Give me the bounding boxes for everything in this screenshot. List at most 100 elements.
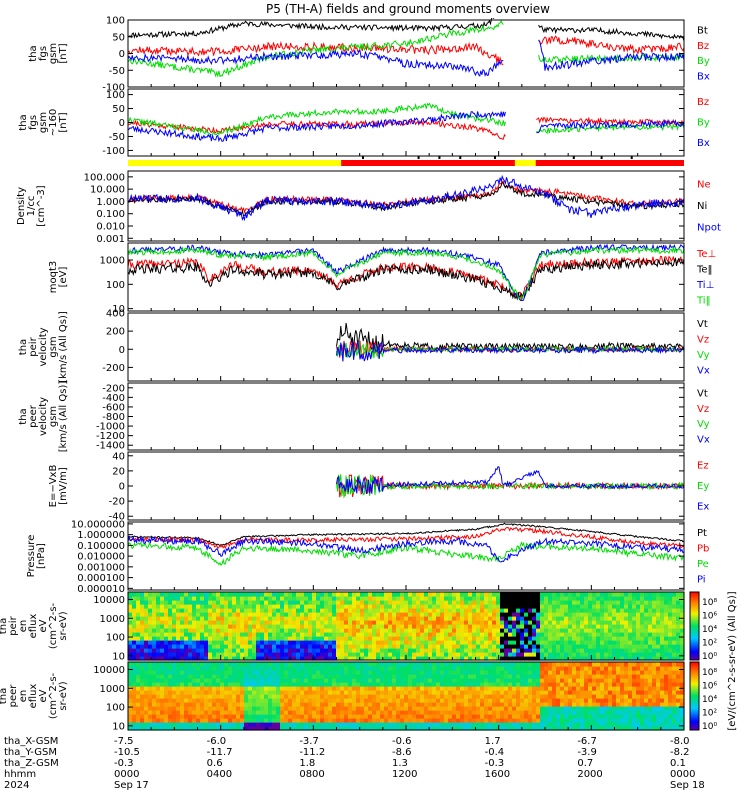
- heat-cell: [336, 706, 341, 711]
- heat-cell: [628, 652, 633, 657]
- heat-cell: [316, 690, 321, 695]
- heat-cell: [296, 682, 301, 687]
- heat-cell: [560, 706, 565, 711]
- heat-cell: [320, 674, 325, 679]
- heat-cell: [652, 596, 657, 601]
- heat-cell: [284, 674, 289, 679]
- heat-cell: [656, 652, 661, 657]
- heat-cell: [180, 652, 185, 657]
- heat-cell: [188, 694, 193, 699]
- heat-cell: [408, 640, 413, 645]
- heat-cell: [560, 682, 565, 687]
- heat-cell: [464, 600, 469, 605]
- heat-cell: [480, 714, 485, 719]
- heat-cell: [468, 694, 473, 699]
- heat-cell: [552, 722, 557, 727]
- heat-cell: [348, 604, 353, 609]
- heat-cell: [168, 608, 173, 613]
- heat-cell: [488, 706, 493, 711]
- heat-cell: [520, 674, 525, 679]
- heat-cell: [580, 620, 585, 625]
- heat-cell: [356, 624, 361, 629]
- heat-cell: [612, 698, 617, 703]
- heat-cell: [564, 682, 569, 687]
- heat-cell: [356, 592, 361, 597]
- heat-cell: [444, 706, 449, 711]
- heat-cell: [384, 694, 389, 699]
- heat-cell: [632, 644, 637, 649]
- heat-cell: [296, 652, 301, 657]
- heat-cell: [236, 616, 241, 621]
- heat-cell: [636, 722, 641, 727]
- heat-cell: [500, 636, 505, 641]
- heat-cell: [448, 596, 453, 601]
- heat-cell: [476, 714, 481, 719]
- heat-cell: [292, 682, 297, 687]
- heat-cell: [356, 648, 361, 653]
- heat-cell: [412, 604, 417, 609]
- heat-cell: [144, 640, 149, 645]
- heat-cell: [224, 640, 229, 645]
- heat-cell: [380, 714, 385, 719]
- heat-cell: [196, 640, 201, 645]
- heat-cell: [416, 686, 421, 691]
- heat-cell: [528, 670, 533, 675]
- heat-cell: [148, 690, 153, 695]
- heat-cell: [280, 662, 285, 667]
- heat-cell: [140, 698, 145, 703]
- heat-cell: [484, 718, 489, 723]
- heat-cell: [388, 674, 393, 679]
- heat-cell: [272, 710, 277, 715]
- ytick-label-pressure-6: 0.000010: [77, 584, 125, 595]
- heat-cell: [244, 628, 249, 633]
- heat-cell: [440, 674, 445, 679]
- heat-cell: [600, 632, 605, 637]
- heat-cell: [308, 666, 313, 671]
- heat-cell: [156, 620, 161, 625]
- heat-cell: [536, 596, 541, 601]
- heat-cell: [644, 628, 649, 633]
- heat-cell: [568, 624, 573, 629]
- heat-cell: [240, 662, 245, 667]
- heat-cell: [564, 644, 569, 649]
- heat-cell: [212, 596, 217, 601]
- heat-cell: [612, 710, 617, 715]
- heat-cell: [500, 608, 505, 613]
- heat-cell: [456, 592, 461, 597]
- heat-cell: [200, 682, 205, 687]
- heat-cell: [296, 648, 301, 653]
- heat-cell: [532, 706, 537, 711]
- heat-cell: [232, 644, 237, 649]
- heat-cell: [452, 592, 457, 597]
- heat-cell: [556, 670, 561, 675]
- heat-cell: [280, 670, 285, 675]
- heat-cell: [560, 648, 565, 653]
- heat-cell: [612, 714, 617, 719]
- heat-cell: [508, 636, 513, 641]
- heat-cell: [452, 690, 457, 695]
- heat-cell: [416, 706, 421, 711]
- heat-cell: [460, 694, 465, 699]
- heat-cell: [568, 694, 573, 699]
- heat-cell: [188, 690, 193, 695]
- heat-cell: [556, 686, 561, 691]
- heat-cell: [620, 604, 625, 609]
- heat-cell: [236, 698, 241, 703]
- heat-cell: [316, 722, 321, 727]
- heat-cell: [512, 608, 517, 613]
- heat-cell: [228, 604, 233, 609]
- heat-cell: [552, 636, 557, 641]
- heat-cell: [340, 648, 345, 653]
- heat-cell: [252, 682, 257, 687]
- heat-cell: [208, 686, 213, 691]
- heat-cell: [220, 644, 225, 649]
- heat-cell: [288, 678, 293, 683]
- heat-cell: [320, 690, 325, 695]
- heat-cell: [644, 644, 649, 649]
- heat-cell: [604, 722, 609, 727]
- heat-cell: [504, 662, 509, 667]
- heat-cell: [224, 710, 229, 715]
- heat-cell: [172, 620, 177, 625]
- heat-cell: [348, 682, 353, 687]
- heat-cell: [168, 592, 173, 597]
